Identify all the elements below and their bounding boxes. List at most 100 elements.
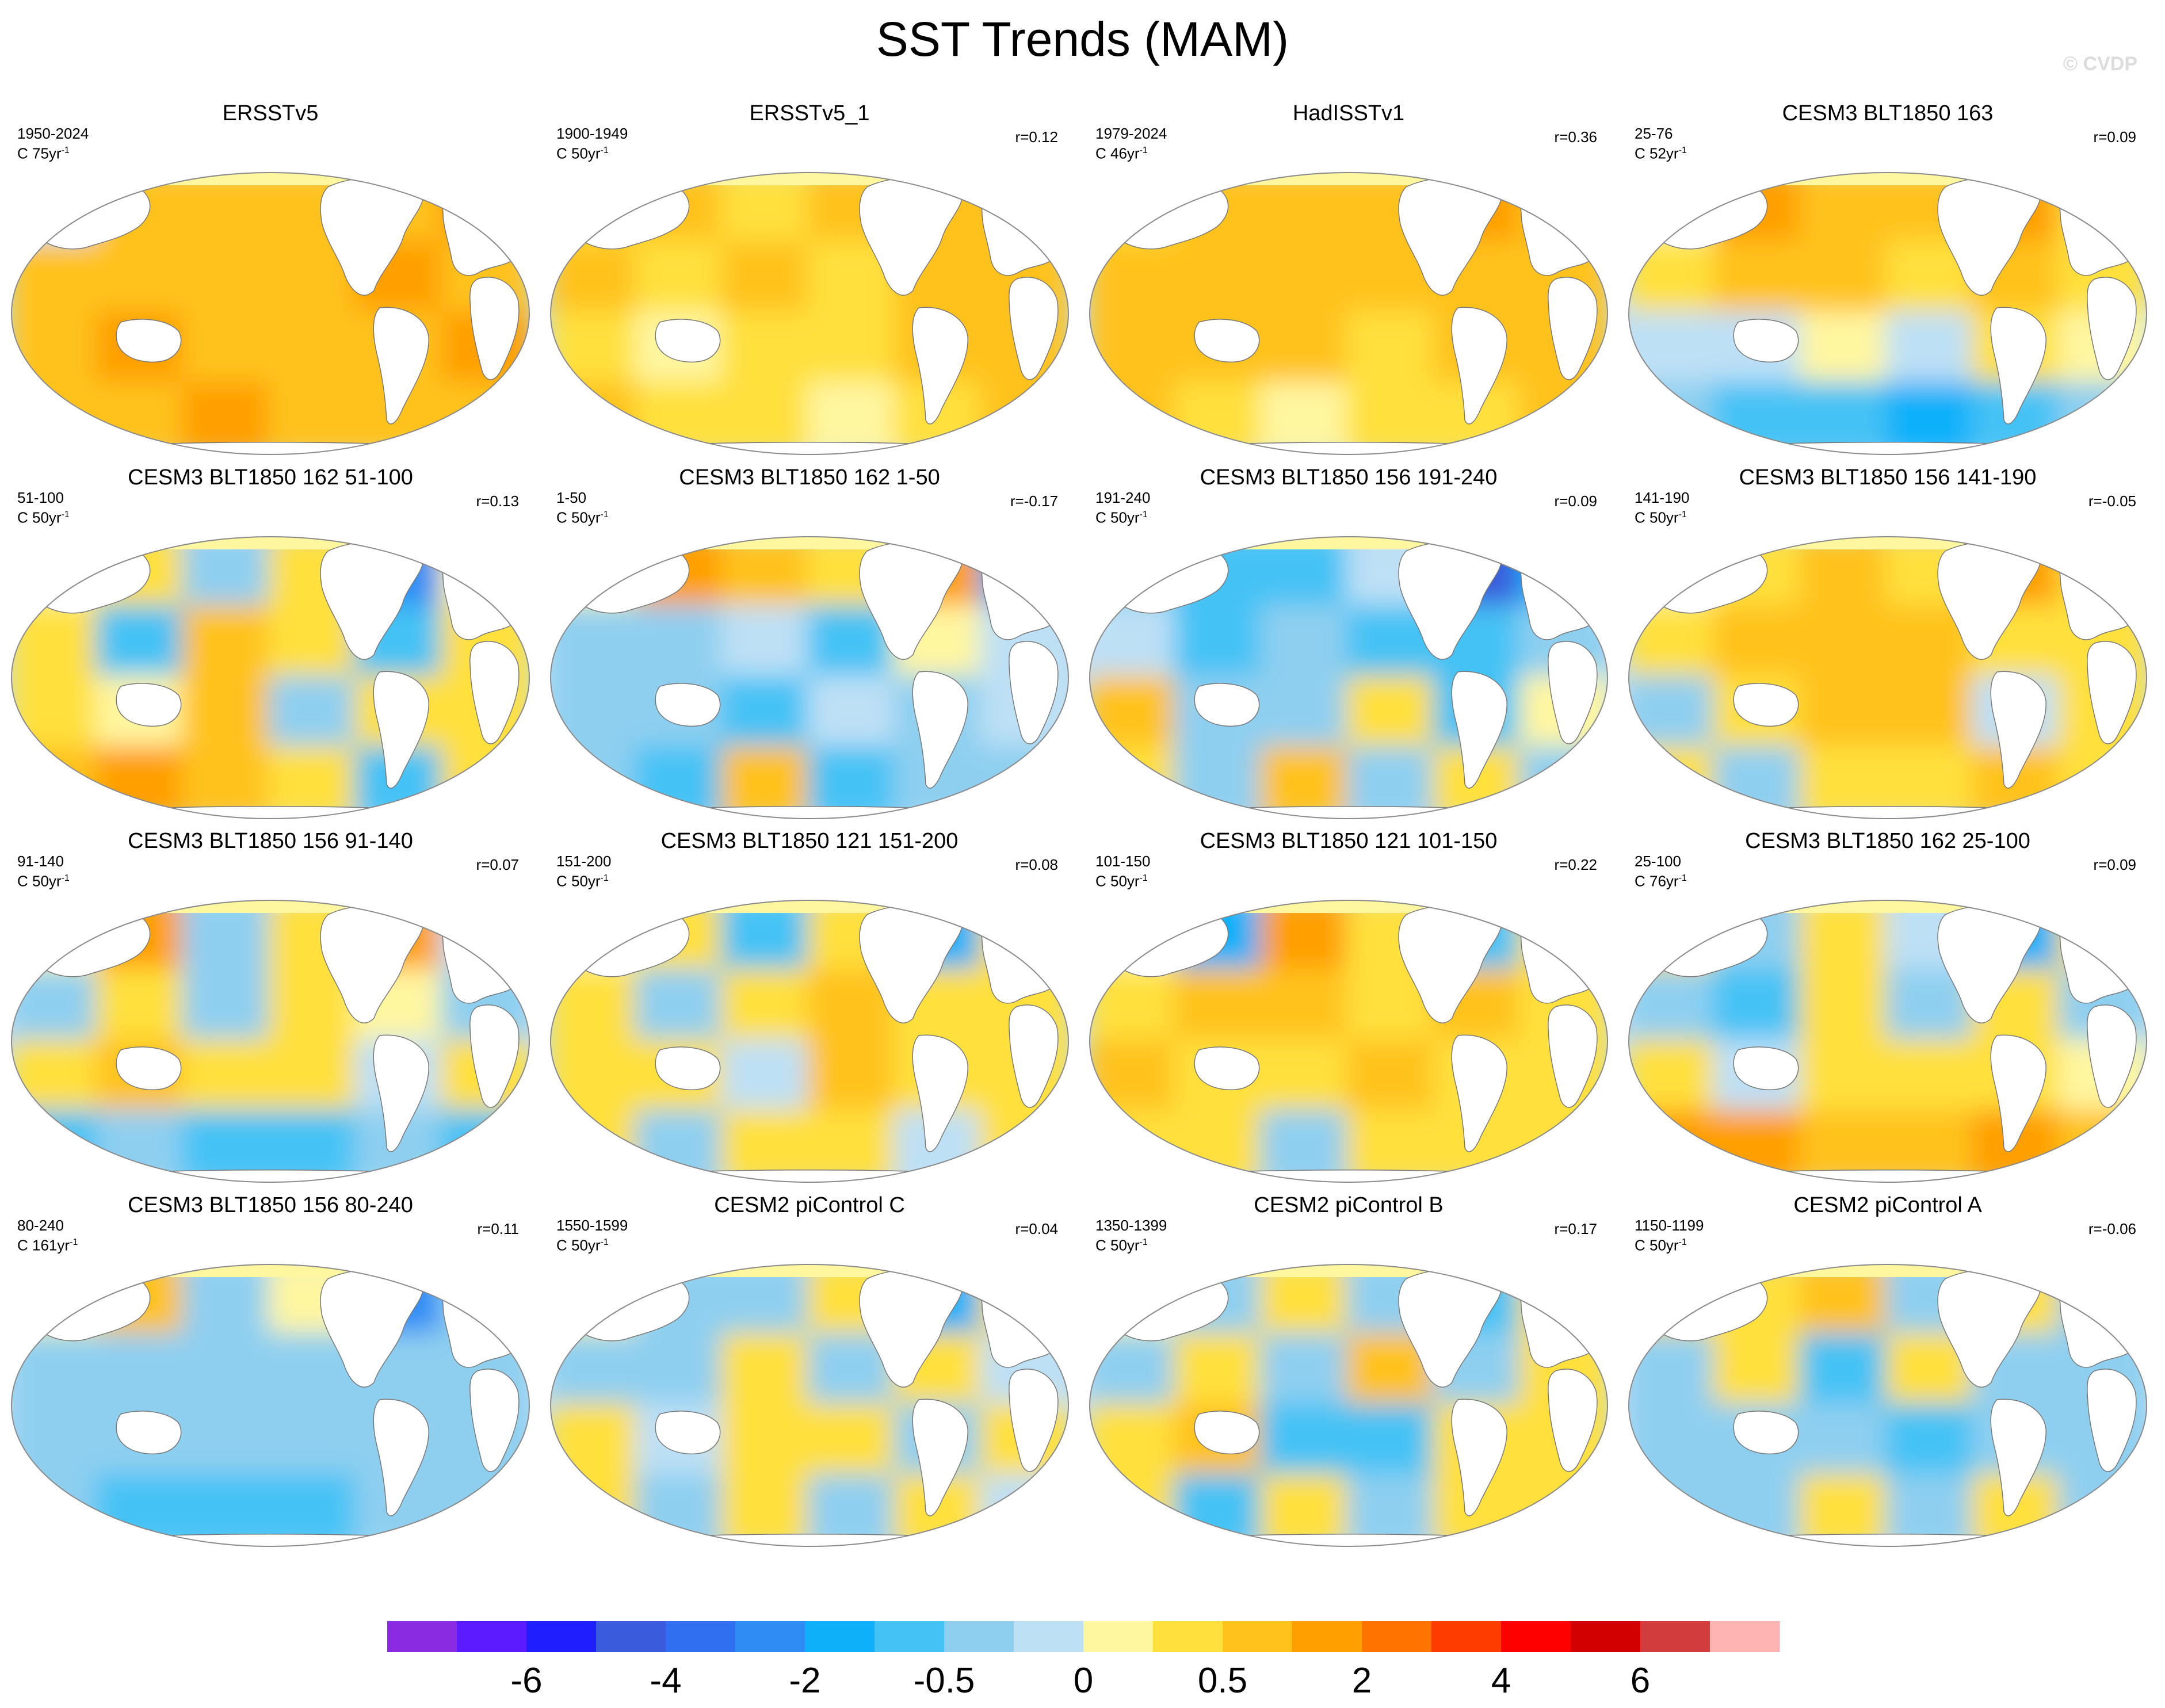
panel-correlation: r=0.22: [1554, 856, 1597, 873]
panel-title: CESM2 piControl A: [1793, 1193, 1982, 1217]
trend-cell: [1713, 1109, 1804, 1182]
antarctica-land: [1141, 1534, 1556, 1546]
trend-cell: [551, 675, 639, 751]
africa-land: [2087, 641, 2137, 744]
africa-land: [1009, 641, 1059, 744]
south-america-land: [373, 1034, 429, 1152]
exponent: -1: [1139, 146, 1148, 155]
exponent: -1: [1678, 510, 1687, 519]
australia-land: [1194, 319, 1260, 363]
arctic-band: [1629, 173, 2147, 185]
trend-cell: [1260, 1403, 1351, 1478]
australia-land: [1194, 683, 1260, 727]
map-panel: HadISSTv1 1979-2024 C 46yr-1 r=0.36: [1084, 101, 1613, 457]
south-america-land: [1990, 1399, 2046, 1516]
panel-trend-label: C 50yr: [556, 509, 601, 526]
trend-cell: [635, 605, 726, 680]
panel-trend-label: C 50yr: [1095, 872, 1140, 890]
australia-land: [116, 1046, 182, 1091]
trend-cell: [182, 1403, 273, 1478]
panel-period: 1150-1199: [1635, 1217, 1704, 1234]
antarctica-land: [602, 442, 1017, 454]
panel-trend-label: C 50yr: [1635, 1236, 1679, 1254]
trend-cell: [1885, 1039, 1976, 1114]
trend-cell: [1629, 381, 1717, 454]
panel-correlation: r=0.07: [476, 856, 519, 873]
panel-trend-label: C 50yr: [1095, 1236, 1140, 1254]
africa-land: [469, 1004, 520, 1108]
panel-trend-units: C 50yr-1: [17, 506, 70, 526]
panel-title: CESM2 piControl C: [714, 1193, 905, 1217]
trend-cell: [182, 240, 273, 316]
panel-title: CESM3 BLT1850 156 141-190: [1739, 465, 2037, 490]
trend-cell: [96, 381, 186, 454]
map-outline: [11, 536, 530, 819]
trend-cell: [1713, 240, 1804, 316]
trend-cell: [721, 1403, 812, 1478]
colorbar-tick-label: 0: [1074, 1661, 1093, 1701]
panel-trend-units: C 50yr-1: [1095, 870, 1148, 890]
trend-cell: [1799, 605, 1890, 680]
trend-cell: [551, 968, 639, 1044]
map-panel: CESM3 BLT1850 162 1-50 1-50 C 50yr-1 r=-0.1…: [545, 465, 1074, 821]
trend-cell: [96, 240, 186, 316]
trend-cell: [980, 1109, 1068, 1182]
trend-cell: [1090, 1332, 1178, 1408]
arctic-band: [12, 1264, 529, 1277]
trend-cell: [721, 605, 812, 680]
trend-cell: [1629, 746, 1717, 819]
panel-trend-label: C 50yr: [17, 872, 62, 890]
trend-cell: [1799, 311, 1890, 387]
map-panel: CESM3 BLT1850 156 80-240 80-240 C 161yr-1 r…: [6, 1193, 535, 1549]
trend-cell: [1174, 1332, 1265, 1408]
sst-map: [11, 536, 530, 819]
trend-cell: [1799, 675, 1890, 751]
panel-correlation: r=0.08: [1015, 856, 1058, 873]
antarctica-land: [1680, 1170, 2095, 1182]
map-panel: ERSSTv5 1950-2024 C 75yr-1: [6, 101, 535, 457]
panel-trend-units: C 50yr-1: [17, 870, 70, 890]
map-outline: [1628, 536, 2147, 819]
trend-cell: [807, 675, 898, 751]
trend-cell: [807, 311, 898, 387]
trend-cell: [12, 1473, 100, 1546]
arctic-band: [12, 173, 529, 185]
exponent: -1: [1678, 873, 1687, 883]
antarctica-land: [1680, 806, 2095, 819]
south-america-land: [1451, 671, 1507, 789]
africa-land: [1548, 277, 1598, 380]
trend-cell: [441, 1109, 529, 1182]
panel-trend-label: C 75yr: [17, 144, 62, 162]
trend-cell: [12, 675, 100, 751]
trend-cell: [268, 675, 359, 751]
trend-cell: [635, 746, 726, 819]
panel-period: 51-100: [17, 489, 64, 506]
antarctica-land: [602, 1534, 1017, 1546]
map-outline: [550, 1264, 1069, 1547]
colorbar-swatch: [735, 1621, 805, 1652]
trend-cell: [1090, 1109, 1178, 1182]
trend-cell: [96, 1473, 186, 1546]
colorbar-swatch: [805, 1621, 875, 1652]
trend-cell: [1799, 1403, 1890, 1478]
antarctica-land: [1680, 1534, 2095, 1546]
panel-correlation: r=0.09: [2093, 128, 2136, 146]
australia-land: [116, 1411, 182, 1455]
australia-land: [655, 683, 721, 727]
trend-cell: [1174, 1109, 1265, 1182]
trend-cell: [1346, 1039, 1437, 1114]
trend-cell: [1174, 240, 1265, 316]
australia-land: [1733, 1411, 1799, 1455]
exponent: -1: [70, 1237, 78, 1247]
australia-land: [1733, 1046, 1799, 1091]
map-outline: [1089, 900, 1608, 1183]
colorbar-swatch: [1710, 1621, 1780, 1652]
trend-cell: [551, 746, 639, 819]
map-outline: [11, 900, 530, 1183]
exponent: -1: [61, 510, 70, 519]
trend-cell: [182, 605, 273, 680]
colorbar-swatch: [944, 1621, 1014, 1652]
map-panel: CESM3 BLT1850 162 51-100 51-100 C 50yr-1 r=…: [6, 465, 535, 821]
south-america-land: [1990, 307, 2046, 425]
map-panel: CESM3 BLT1850 162 25-100 25-100 C 76yr-1 r=…: [1623, 828, 2152, 1185]
